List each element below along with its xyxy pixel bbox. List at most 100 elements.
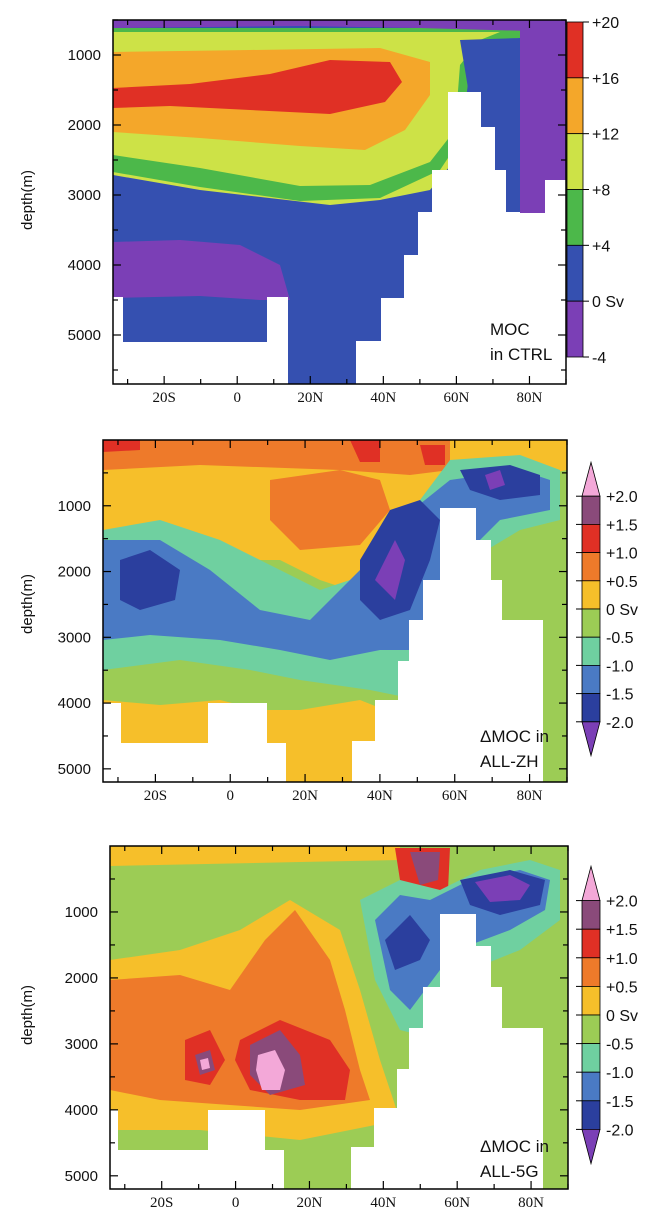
contour-level-2 (200, 1050, 285, 1090)
colorbar-segment (566, 77, 584, 135)
colorbar-segment (581, 524, 601, 554)
colorbar-segment (581, 1100, 601, 1130)
y-axis-label: depth(m) (19, 170, 36, 230)
y-tick-label: 2000 (65, 970, 98, 987)
y-tick-label: 3000 (68, 187, 101, 204)
contour-field (113, 20, 566, 384)
colorbar-label: -2.0 (606, 1122, 634, 1139)
colorbar-extend-top (581, 864, 601, 901)
annotation-line-1: ΔMOC in (480, 1137, 549, 1156)
y-axis: 1000 2000 3000 4000 5000 (68, 19, 566, 371)
panel-dmoc-all-5g: 20S 0 20N 40N 60N 80N 1000 2000 3000 4000 5000 de… (19, 845, 638, 1211)
plot-frame (109, 845, 569, 1190)
annotation-line-2: ALL-ZH (480, 752, 539, 771)
colorbar: +20 +16 +12 +8 +4 0 Sv -4 (566, 15, 624, 367)
annotation-line-2: in CTRL (490, 345, 552, 364)
contour-level-minus-2 (375, 470, 505, 600)
y-tick-label: 4000 (58, 695, 91, 712)
colorbar-segment (581, 552, 601, 582)
colorbar-segment (581, 636, 601, 666)
bathymetry-mask (110, 914, 543, 1189)
x-tick-label: 20N (297, 1195, 323, 1211)
contour-level-1-0-top (103, 440, 445, 465)
colorbar: +2.0 +1.5 +1.0 +0.5 0 Sv -0.5 -1.0 -1.5 -2.0 (576, 460, 638, 758)
x-axis: 20S 0 20N 40N 60N 80N (124, 846, 569, 1211)
y-tick-label: 1000 (58, 498, 91, 515)
bathymetry-mask (103, 508, 543, 782)
y-tick-label: 4000 (68, 257, 101, 274)
y-axis: 1000 2000 3000 4000 5000 (58, 472, 567, 778)
colorbar-segment (581, 1071, 601, 1102)
y-tick-label: 3000 (58, 629, 91, 646)
colorbar-label: +20 (592, 15, 619, 32)
y-tick-label: 5000 (65, 1168, 98, 1185)
y-tick-label: 2000 (68, 117, 101, 134)
x-tick-label: 0 (232, 1195, 240, 1211)
colorbar-segment (581, 900, 601, 930)
x-tick-label: 60N (444, 1195, 470, 1211)
colorbar-label: -4 (592, 350, 606, 367)
annotation-line-1: ΔMOC in (480, 727, 549, 746)
x-tick-label: 20S (150, 1195, 173, 1211)
plot-frame (102, 439, 568, 783)
annotation-line-2: ALL-5G (480, 1162, 539, 1181)
contour-field (110, 846, 568, 1189)
contour-level-1-0 (185, 848, 450, 1100)
colorbar-label: +1.0 (606, 546, 638, 563)
colorbar-label: -2.0 (606, 715, 634, 732)
contour-level-minus-2 (475, 875, 530, 902)
x-tick-label: 0 (233, 390, 241, 406)
x-tick-label: 80N (517, 390, 543, 406)
x-tick-label: 60N (443, 390, 469, 406)
y-tick-label: 1000 (68, 47, 101, 64)
colorbar-label: +0.5 (606, 979, 638, 996)
colorbar-segment (566, 133, 584, 190)
colorbar-label: -1.0 (606, 1065, 634, 1082)
contour-field (103, 440, 567, 782)
contour-level-16-over (113, 60, 402, 114)
colorbar-segment (566, 189, 584, 246)
colorbar-segment (581, 957, 601, 987)
colorbar-segment (581, 580, 601, 610)
colorbar-label: +16 (592, 71, 619, 88)
y-tick-label: 4000 (65, 1102, 98, 1119)
x-tick-label: 60N (442, 788, 468, 804)
colorbar-label: -1.5 (606, 687, 634, 704)
colorbar-label: -1.5 (606, 1094, 634, 1111)
colorbar-label: 0 Sv (606, 602, 638, 619)
colorbar-label: +1.0 (606, 951, 638, 968)
contour-level-0-5 (270, 470, 390, 550)
y-axis-label: depth(m) (19, 985, 36, 1045)
y-tick-label: 5000 (68, 327, 101, 344)
x-tick-label: 40N (370, 1195, 396, 1211)
colorbar-label: +1.5 (606, 517, 638, 534)
panel-dmoc-all-zh: 20S 0 20N 40N 60N 80N 1000 2000 3000 4000 5000 de… (19, 439, 638, 804)
contour-level-0-top (110, 846, 400, 866)
colorbar-extend-bottom (581, 721, 601, 758)
x-tick-label: 20N (297, 390, 323, 406)
colorbar-label: -1.0 (606, 658, 634, 675)
colorbar-segment (566, 300, 584, 358)
colorbar-segment (581, 665, 601, 695)
x-tick-label: 0 (226, 788, 234, 804)
panel-moc-ctrl: 20S 0 20N 40N 60N 80N 1000 2000 3000 4000 5000 de… (19, 15, 624, 406)
y-tick-label: 5000 (58, 761, 91, 778)
colorbar-segment (581, 928, 601, 959)
colorbar-segment (566, 244, 584, 302)
x-tick-label: 40N (367, 788, 393, 804)
colorbar-label: -0.5 (606, 630, 634, 647)
colorbar-label: +2.0 (606, 489, 638, 506)
colorbar-label: +0.5 (606, 574, 638, 591)
y-tick-label: 1000 (65, 904, 98, 921)
x-tick-label: 20S (144, 788, 167, 804)
x-axis: 20S 0 20N 40N 60N 80N (117, 440, 568, 804)
annotation-line-1: MOC (490, 320, 530, 339)
y-tick-label: 3000 (65, 1036, 98, 1053)
contour-level-0-east (520, 30, 566, 215)
x-axis: 20S 0 20N 40N 60N 80N (127, 20, 567, 406)
colorbar-segment (581, 693, 601, 723)
y-axis: 1000 2000 3000 4000 5000 (65, 878, 568, 1185)
colorbar-segment (566, 21, 584, 79)
colorbar-extend-bottom (581, 1129, 601, 1166)
